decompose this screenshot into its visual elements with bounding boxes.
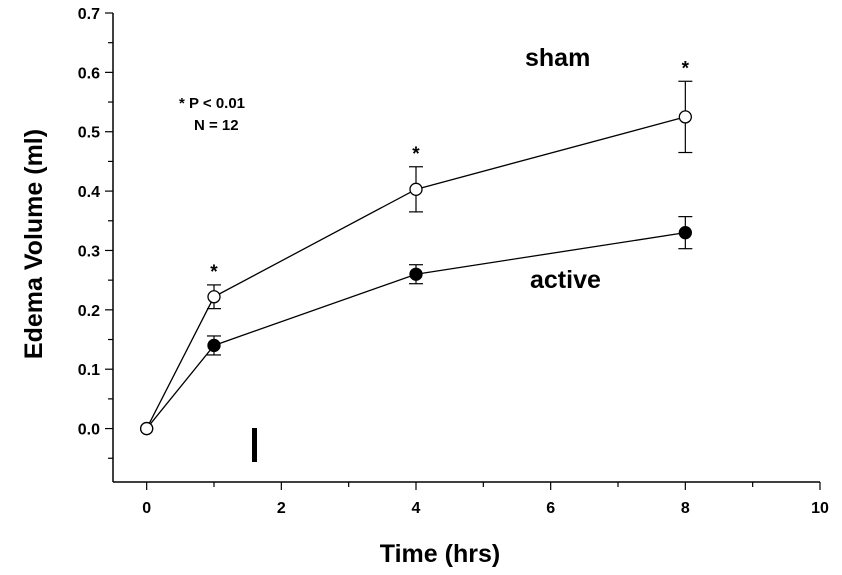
stats-annotation-p-value: * P < 0.01 (179, 95, 245, 112)
y-tick-label: 0.4 (78, 184, 100, 201)
significance-star: * (210, 262, 218, 283)
x-tick-label: 0 (142, 500, 151, 517)
y-tick-label: 0.6 (78, 65, 100, 82)
x-tick-label: 4 (412, 500, 421, 517)
significance-star: * (412, 144, 420, 165)
x-tick-label: 10 (811, 500, 829, 517)
y-tick-label: 0.7 (78, 6, 100, 23)
stats-annotation-n: N = 12 (194, 117, 239, 134)
y-tick-label: 0.1 (78, 362, 100, 379)
vertical-bar-mark (252, 428, 257, 462)
y-tick-label: 0.0 (78, 422, 100, 439)
data-point-sham (409, 182, 423, 196)
data-point-active (207, 338, 221, 353)
y-tick-label: 0.3 (78, 243, 100, 260)
x-tick-label: 8 (681, 500, 690, 517)
data-point-sham (207, 290, 221, 304)
data-point-active (678, 226, 692, 240)
data-point-sham (678, 110, 692, 124)
x-tick-label: 2 (277, 500, 286, 517)
series-label-sham: sham (525, 44, 590, 72)
significance-star: * (682, 58, 690, 79)
x-axis-ticks: 0 2 4 6 8 10 (142, 482, 829, 517)
x-tick-label: 6 (546, 500, 555, 517)
series-line-active (146, 232, 686, 429)
y-axis-ticks: 0.0 0.1 0.2 0.3 0.4 0.5 0.6 0.7 (78, 6, 113, 459)
x-axis-title: Time (hrs) (380, 540, 500, 568)
axes (112, 13, 820, 483)
data-point-active (409, 267, 423, 281)
series-layer: * * * (140, 58, 693, 436)
series-line-sham (146, 116, 686, 429)
data-point-sham (140, 421, 154, 436)
y-tick-label: 0.2 (78, 303, 100, 320)
y-tick-label: 0.5 (78, 125, 100, 142)
series-label-active: active (530, 266, 601, 294)
y-axis-title: Edema Volume (ml) (20, 129, 48, 359)
